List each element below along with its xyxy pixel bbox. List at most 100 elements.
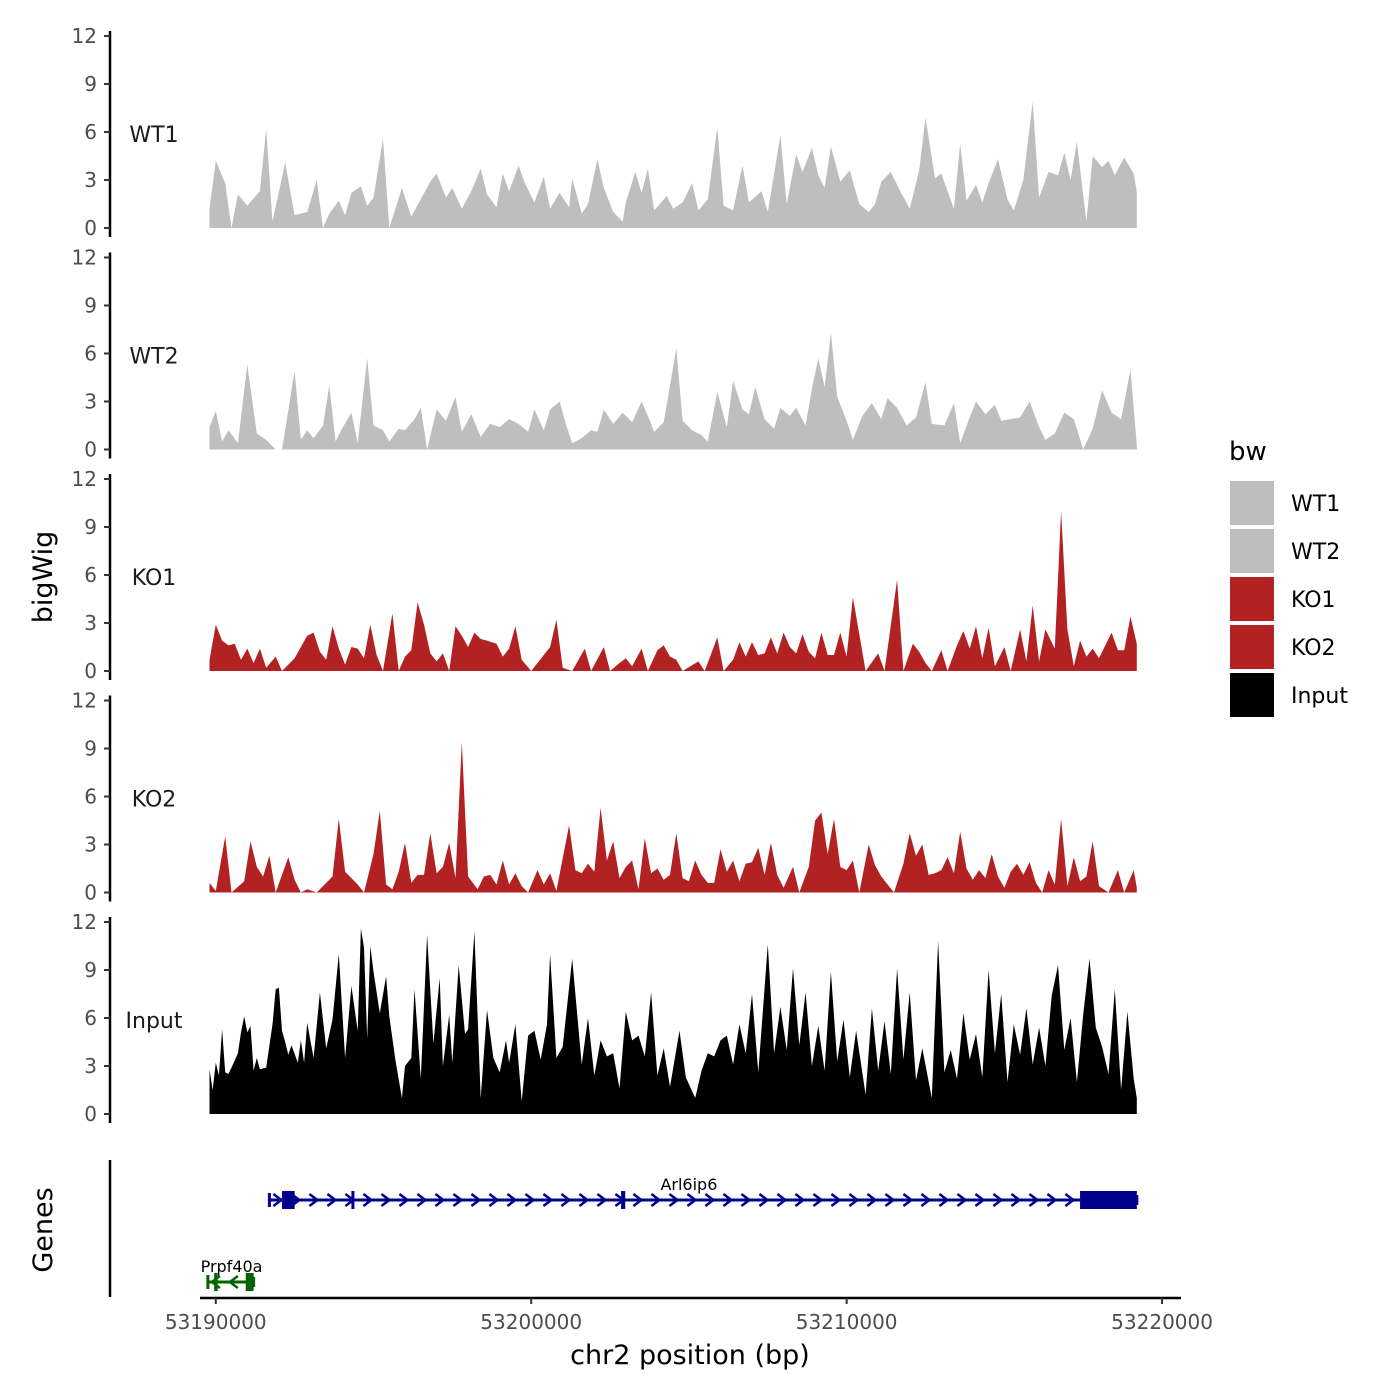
strand-arrow bbox=[596, 1193, 608, 1207]
strand-arrow bbox=[920, 1193, 932, 1207]
strand-arrow bbox=[362, 1193, 374, 1207]
strand-arrow bbox=[1010, 1193, 1022, 1207]
strand-arrow bbox=[524, 1193, 536, 1207]
track-input: 0 3 6 9 12 Input bbox=[72, 910, 1137, 1126]
coverage-area-wt2 bbox=[209, 332, 1137, 450]
y-tick-label: 6 bbox=[84, 120, 97, 144]
gene-exon bbox=[351, 1191, 355, 1209]
legend-label: KO1 bbox=[1291, 588, 1336, 613]
legend-label: WT2 bbox=[1291, 540, 1340, 565]
strand-arrow bbox=[668, 1193, 680, 1207]
strand-arrow bbox=[1064, 1193, 1076, 1207]
legend-swatch bbox=[1230, 481, 1274, 525]
y-tick-label: 12 bbox=[72, 689, 97, 713]
strand-arrow bbox=[758, 1193, 770, 1207]
x-tick-label: 53220000 bbox=[1111, 1310, 1213, 1334]
y-tick-label: 9 bbox=[84, 958, 97, 982]
y-axis-title: bigWig bbox=[28, 531, 59, 624]
strand-arrow bbox=[506, 1193, 518, 1207]
coverage-area-ko2 bbox=[209, 742, 1137, 893]
y-tick-label: 12 bbox=[72, 24, 97, 48]
genes-panel: Arl6ip6 Prpf40a bbox=[108, 1160, 1139, 1297]
y-tick-label: 9 bbox=[84, 737, 97, 761]
track-label-input: Input bbox=[126, 1009, 183, 1034]
strand-arrow bbox=[938, 1193, 950, 1207]
strand-arrow bbox=[866, 1193, 878, 1207]
strand-arrow bbox=[830, 1193, 842, 1207]
strand-arrow bbox=[740, 1193, 752, 1207]
y-tick-label: 6 bbox=[84, 342, 97, 366]
y-tick-label: 6 bbox=[84, 1006, 97, 1030]
x-axis-title: chr2 position (bp) bbox=[570, 1340, 810, 1371]
track-label-wt2: WT2 bbox=[129, 345, 178, 370]
strand-arrow bbox=[992, 1193, 1004, 1207]
y-tick-label: 3 bbox=[84, 390, 97, 414]
y-tick-label: 0 bbox=[84, 881, 97, 905]
legend-item-ko2: KO2 bbox=[1230, 625, 1336, 669]
y-tick-label: 6 bbox=[84, 785, 97, 809]
strand-arrow bbox=[1046, 1193, 1058, 1207]
x-tick-label: 53200000 bbox=[480, 1310, 582, 1334]
strand-arrow bbox=[452, 1193, 464, 1207]
strand-arrow bbox=[956, 1193, 968, 1207]
y-tick-label: 3 bbox=[84, 611, 97, 635]
strand-arrow bbox=[650, 1193, 662, 1207]
y-tick-label: 12 bbox=[72, 246, 97, 270]
y-tick-label: 9 bbox=[84, 515, 97, 539]
x-tick-label: 53210000 bbox=[796, 1310, 898, 1334]
strand-arrow bbox=[488, 1193, 500, 1207]
strand-arrow bbox=[722, 1193, 734, 1207]
strand-arrow bbox=[470, 1193, 482, 1207]
track-ko1: 0 3 6 9 12 KO1 bbox=[72, 467, 1137, 683]
track-label-wt1: WT1 bbox=[129, 123, 178, 148]
legend-item-input: Input bbox=[1230, 673, 1348, 717]
y-tick-label: 0 bbox=[84, 659, 97, 683]
strand-arrow bbox=[578, 1193, 590, 1207]
track-wt1: 0 3 6 9 12 WT1 bbox=[72, 24, 1137, 240]
coverage-area-input bbox=[209, 928, 1137, 1114]
y-tick-label: 3 bbox=[84, 833, 97, 857]
y-tick-label: 0 bbox=[84, 216, 97, 240]
legend-item-ko1: KO1 bbox=[1230, 577, 1336, 621]
gene-label-arl6ip6: Arl6ip6 bbox=[660, 1175, 717, 1194]
coverage-area-wt1 bbox=[209, 101, 1137, 228]
y-tick-label: 3 bbox=[84, 168, 97, 192]
legend-item-wt1: WT1 bbox=[1230, 481, 1340, 525]
coverage-area-ko1 bbox=[209, 511, 1137, 671]
strand-arrow bbox=[812, 1193, 824, 1207]
x-tick-label: 53190000 bbox=[165, 1310, 267, 1334]
y-tick-label: 12 bbox=[72, 910, 97, 934]
y-tick-label: 3 bbox=[84, 1054, 97, 1078]
legend-label: Input bbox=[1291, 684, 1348, 709]
legend-label: KO2 bbox=[1291, 636, 1336, 661]
strand-arrow bbox=[308, 1193, 320, 1207]
strand-arrow bbox=[794, 1193, 806, 1207]
genes-axis-title: Genes bbox=[28, 1187, 59, 1272]
gene-exon bbox=[621, 1191, 626, 1209]
legend-swatch bbox=[1230, 529, 1274, 573]
x-axis: 53190000 53200000 53210000 53220000 bbox=[165, 1296, 1213, 1334]
legend-title: bw bbox=[1229, 437, 1267, 467]
strand-arrow bbox=[380, 1193, 392, 1207]
track-ko2: 0 3 6 9 12 KO2 bbox=[72, 689, 1137, 905]
strand-arrow bbox=[272, 1193, 284, 1207]
strand-arrow bbox=[1028, 1193, 1040, 1207]
strand-arrow bbox=[902, 1193, 914, 1207]
gene-prpf40a: Prpf40a bbox=[201, 1257, 263, 1291]
tracks-layer: 0 3 6 9 12 WT1 0 3 6 9 12 WT2 0 3 6 9 12 KO1 0 3 6 9 12 KO2 0 3 6 9… bbox=[72, 24, 1137, 1126]
strand-arrow bbox=[704, 1193, 716, 1207]
gene-label-prpf40a: Prpf40a bbox=[201, 1257, 263, 1276]
gene-exon bbox=[245, 1273, 254, 1291]
strand-arrow bbox=[227, 1275, 239, 1289]
gene-exon bbox=[214, 1273, 218, 1291]
track-wt2: 0 3 6 9 12 WT2 bbox=[72, 246, 1137, 462]
strand-arrow bbox=[398, 1193, 410, 1207]
legend-item-wt2: WT2 bbox=[1230, 529, 1340, 573]
strand-arrow bbox=[434, 1193, 446, 1207]
y-tick-label: 12 bbox=[72, 467, 97, 491]
gene-exon bbox=[282, 1191, 295, 1209]
track-label-ko2: KO2 bbox=[132, 788, 177, 813]
y-tick-label: 9 bbox=[84, 294, 97, 318]
legend: bw WT1 WT2 KO1 KO2 Input bbox=[1229, 437, 1348, 717]
